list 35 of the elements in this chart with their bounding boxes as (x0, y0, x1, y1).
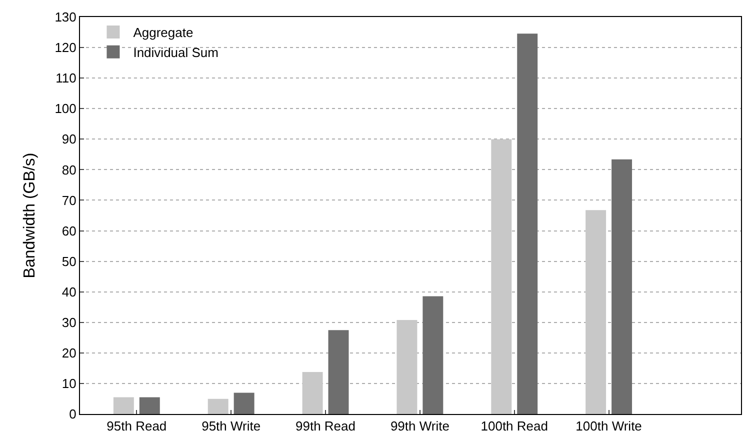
x-tick-label: 100th Read (480, 418, 548, 434)
bar (234, 392, 254, 414)
legend-label: Aggregate (133, 25, 194, 40)
y-tick-label: 40 (62, 284, 76, 300)
y-tick-label: 30 (62, 314, 76, 330)
bar (491, 139, 512, 414)
y-tick-label: 60 (62, 223, 76, 238)
y-tick-label: 50 (62, 254, 76, 269)
y-tick-label: 130 (54, 10, 76, 25)
y-axis-title: Bandwidth (GB/s) (22, 152, 39, 278)
y-tick-label: 20 (62, 345, 76, 360)
legend-label: Individual Sum (133, 44, 218, 60)
y-tick-label: 10 (62, 376, 76, 392)
bar (139, 397, 160, 414)
bar (113, 397, 134, 414)
x-tick-label: 100th Write (576, 418, 642, 434)
bar (208, 398, 228, 414)
bar (328, 330, 349, 414)
y-tick-label: 90 (62, 132, 76, 147)
bar (396, 320, 418, 414)
y-tick-label: 110 (56, 70, 76, 86)
bar (586, 210, 606, 414)
y-tick-label: 80 (62, 162, 76, 178)
x-tick-label: 99th Read (296, 418, 356, 434)
bar (612, 159, 632, 414)
y-tick-label: 70 (62, 192, 76, 208)
y-tick-label: 0 (69, 406, 76, 422)
y-tick-label: 120 (54, 40, 76, 56)
x-tick-label: 95th Write (202, 418, 261, 434)
bar (302, 372, 323, 414)
x-tick-label: 99th Write (390, 418, 450, 434)
x-tick-label: 95th Read (106, 418, 167, 434)
bar (422, 296, 444, 414)
bar (517, 34, 538, 414)
y-tick-label: 100 (54, 101, 76, 116)
